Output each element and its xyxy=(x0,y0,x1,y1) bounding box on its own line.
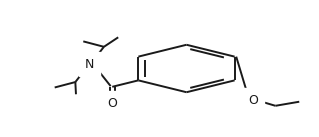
Text: N: N xyxy=(85,58,94,71)
Text: O: O xyxy=(107,97,117,110)
Text: O: O xyxy=(248,94,258,107)
